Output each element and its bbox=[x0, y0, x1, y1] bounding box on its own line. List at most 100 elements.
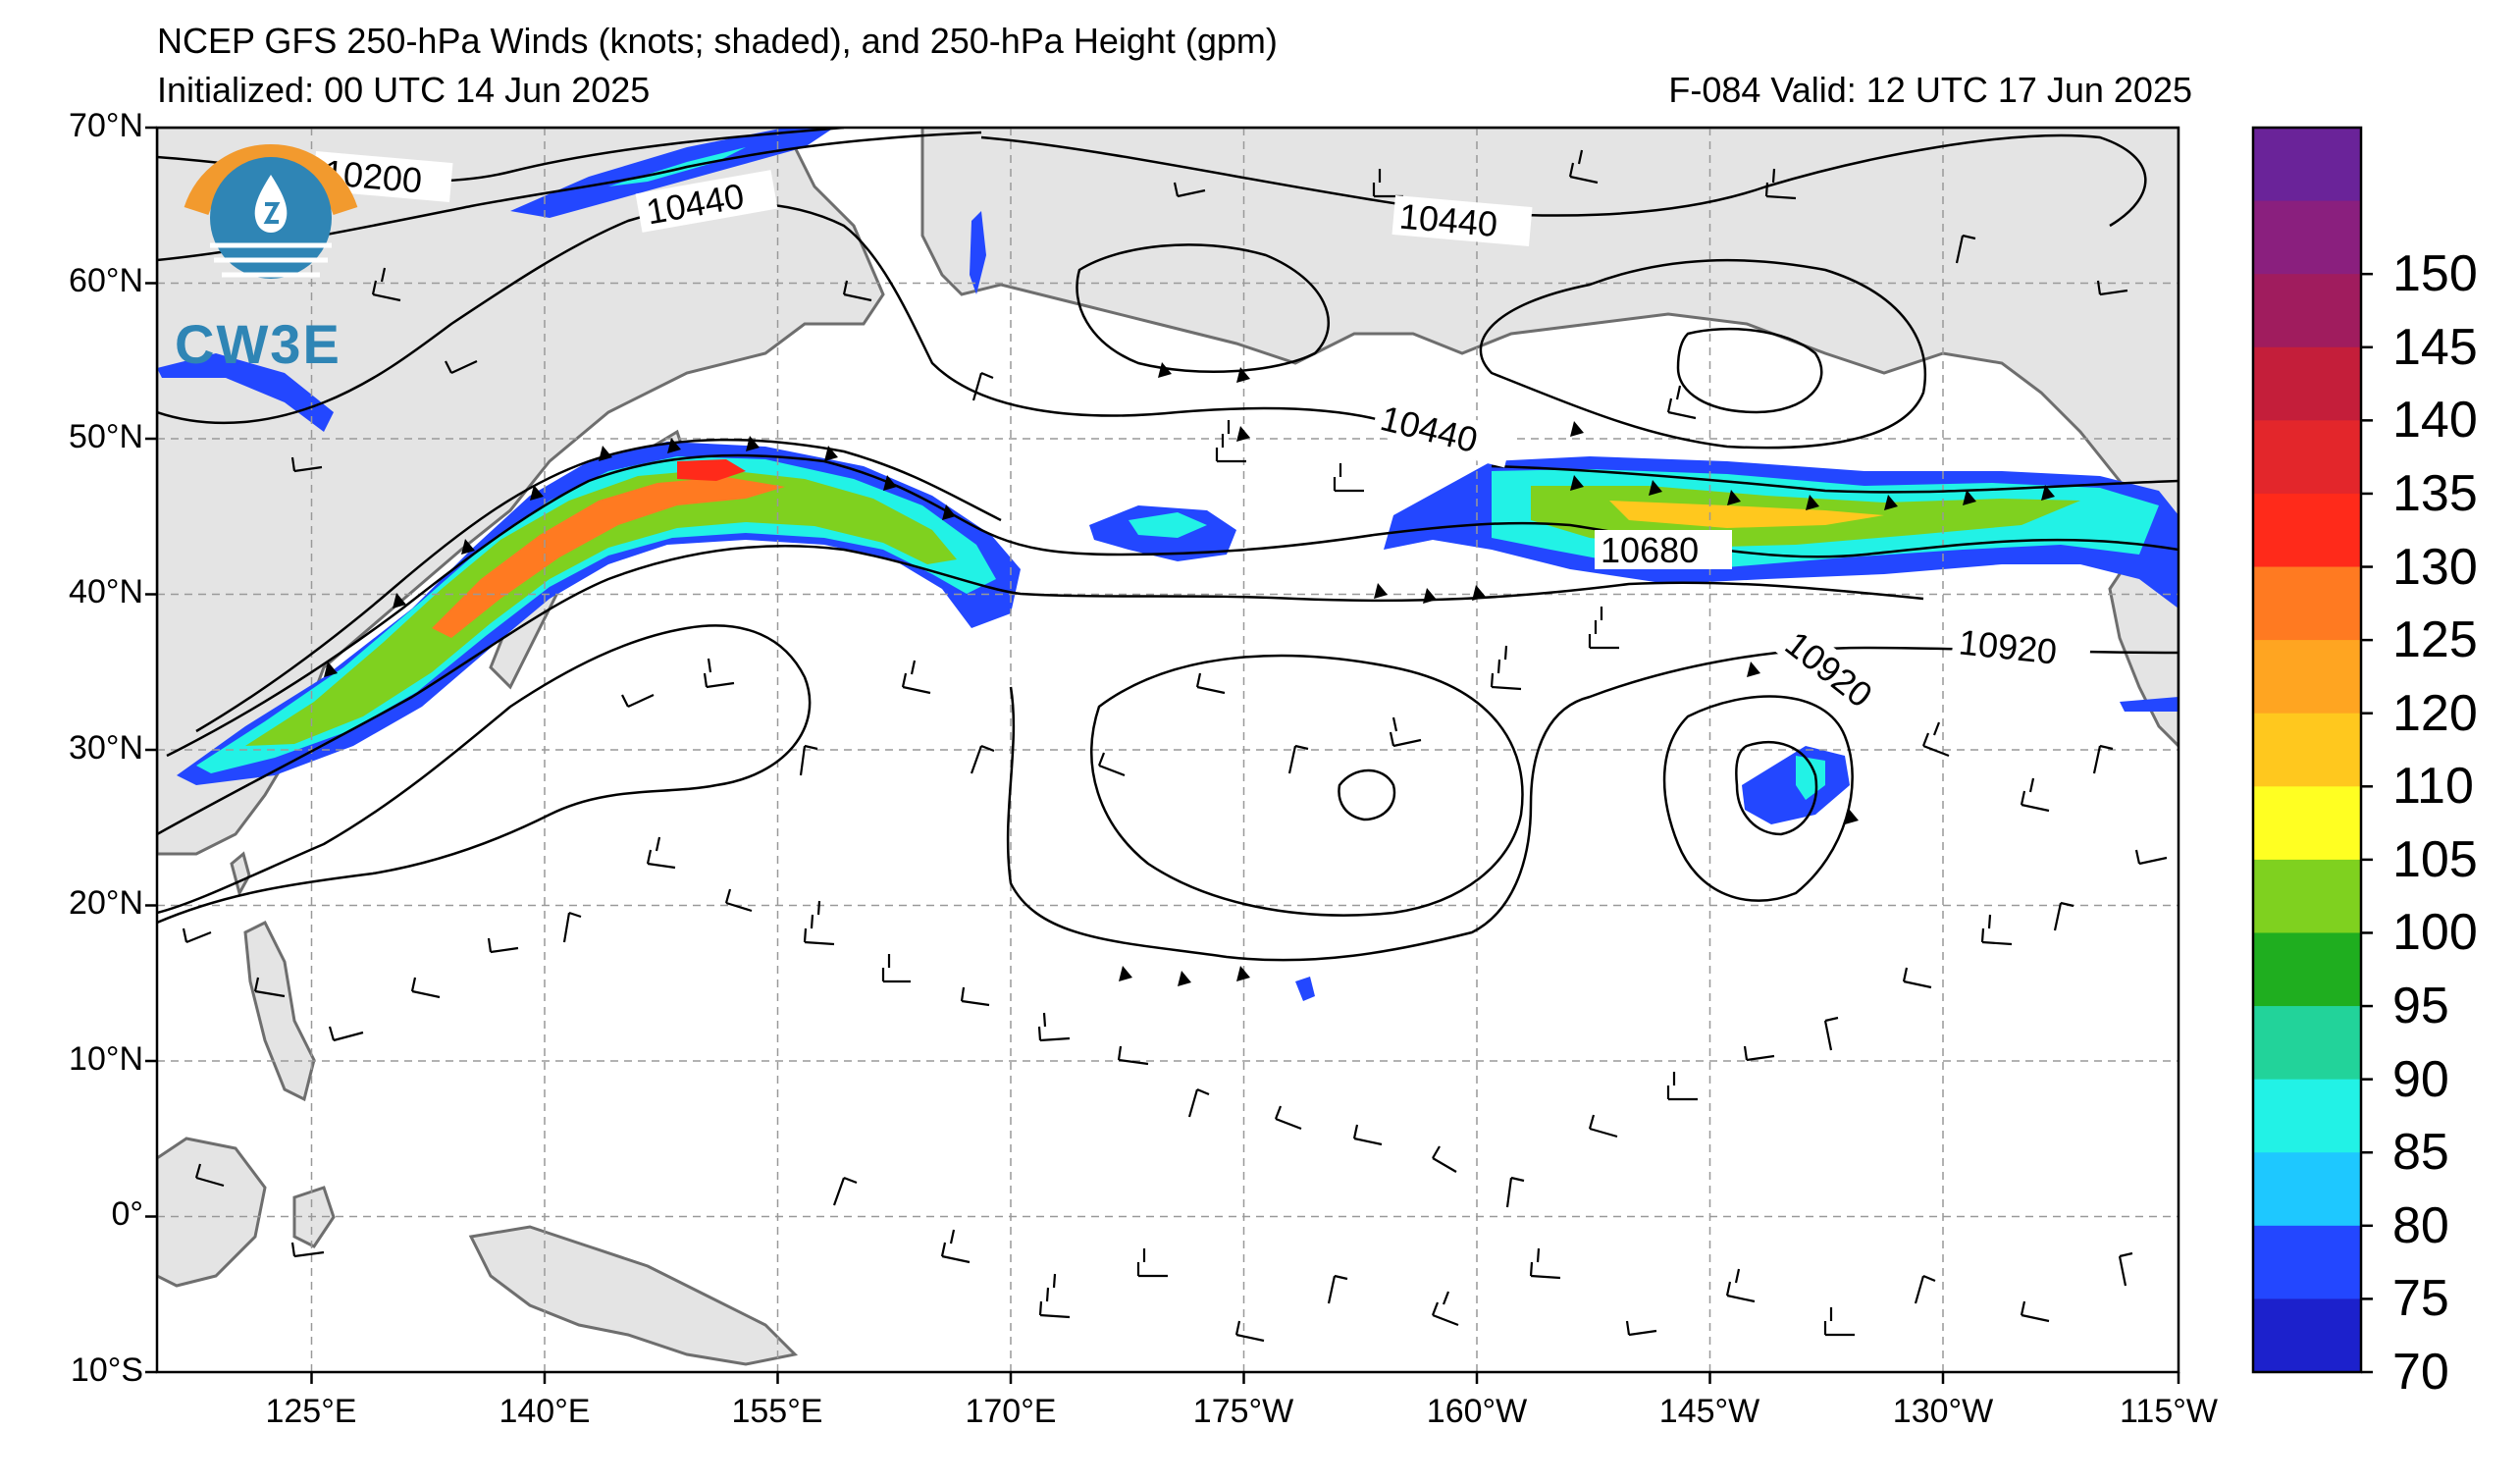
wind-barb bbox=[1432, 1145, 1457, 1173]
wind-pennant bbox=[1236, 367, 1250, 383]
wind-barb bbox=[1764, 168, 1797, 200]
wind-barb bbox=[1666, 385, 1697, 420]
wind-barb bbox=[724, 888, 753, 913]
lat-label: 70°N bbox=[69, 107, 143, 144]
lat-label: 40°N bbox=[69, 573, 143, 610]
jet-core-west-inner bbox=[245, 469, 957, 746]
wind-pennant bbox=[1119, 966, 1132, 981]
wind-barb bbox=[328, 1026, 364, 1042]
colorbar-label: 110 bbox=[2392, 758, 2474, 816]
wind-pennant bbox=[667, 438, 681, 453]
wind-barb bbox=[1588, 607, 1619, 650]
wind-pennant bbox=[1472, 585, 1486, 601]
wind-barb bbox=[2096, 280, 2128, 296]
wind-barb bbox=[1568, 149, 1599, 185]
cw3e-logo-icon bbox=[184, 144, 358, 279]
jet-mid-pacific-blob-inner bbox=[1129, 512, 1207, 538]
wind-barb bbox=[1505, 1176, 1525, 1208]
wind-barb bbox=[2118, 1251, 2133, 1287]
wind-barb bbox=[971, 371, 994, 401]
wind-pennant bbox=[1845, 809, 1859, 824]
colorbar-segment bbox=[2253, 566, 2361, 641]
wind-barb bbox=[1173, 182, 1206, 198]
wind-barb bbox=[646, 836, 676, 870]
contour-small-high bbox=[1338, 768, 1396, 821]
colorbar-label: 90 bbox=[2392, 1050, 2449, 1108]
wind-barb bbox=[2020, 777, 2050, 813]
wind-barb bbox=[1955, 234, 1976, 264]
wind-barb bbox=[1490, 645, 1522, 691]
wind-pennants bbox=[324, 362, 2055, 986]
colorbar-segment bbox=[2253, 1298, 2361, 1373]
wind-barb bbox=[1588, 1114, 1618, 1139]
lon-label: 145°W bbox=[1658, 1393, 1760, 1430]
lon-label: 160°W bbox=[1426, 1393, 1528, 1430]
wind-barb bbox=[960, 986, 990, 1007]
contour-label: 10680 bbox=[1601, 530, 1699, 570]
jet-west-edge-streak bbox=[157, 353, 334, 432]
init-time: Initialized: 00 UTC 14 Jun 2025 bbox=[157, 70, 651, 110]
colorbar-segment bbox=[2253, 274, 2361, 348]
contour-10440-arc bbox=[980, 133, 2147, 228]
wind-barb bbox=[1625, 1320, 1657, 1337]
contour-10680 bbox=[166, 453, 2179, 758]
colorbar-segment bbox=[2253, 346, 2361, 421]
wind-barb bbox=[410, 977, 441, 999]
wind-barb bbox=[1327, 1274, 1348, 1304]
colorbar-segment bbox=[2253, 713, 2361, 787]
wind-barb bbox=[832, 1176, 858, 1206]
wind-barb bbox=[1725, 1268, 1756, 1303]
lat-label: 20°N bbox=[69, 884, 143, 922]
lat-label: 10°N bbox=[69, 1040, 143, 1078]
colorbar-segment bbox=[2253, 200, 2361, 275]
height-contours bbox=[157, 128, 2179, 962]
colorbar-segment bbox=[2253, 1006, 2361, 1081]
wind-pennant bbox=[1236, 426, 1250, 442]
wind-barb bbox=[803, 900, 835, 946]
lat-label: 50°N bbox=[69, 418, 143, 455]
wind-barb bbox=[1333, 463, 1364, 493]
lat-label: 30°N bbox=[69, 729, 143, 767]
lat-label: 0° bbox=[111, 1195, 143, 1233]
lon-label: 125°E bbox=[265, 1393, 357, 1430]
colorbar-segment bbox=[2253, 1079, 2361, 1153]
wind-barb bbox=[1274, 1105, 1302, 1131]
colorbar-label: 120 bbox=[2392, 684, 2478, 742]
wind-pennant bbox=[1423, 588, 1437, 604]
wind-pennant bbox=[324, 662, 338, 677]
contour-10920 bbox=[157, 624, 812, 925]
wind-barb bbox=[1914, 1274, 1936, 1304]
asia-landmass bbox=[157, 128, 885, 856]
wind-barb bbox=[1287, 744, 1309, 774]
wind-barb bbox=[290, 456, 323, 473]
wind-pennant bbox=[1570, 421, 1584, 437]
jet-coast-streak bbox=[2120, 697, 2179, 712]
wind-barb bbox=[1529, 1247, 1561, 1280]
wind-barb bbox=[970, 744, 995, 774]
wind-pennant bbox=[1649, 480, 1662, 496]
land-areas bbox=[157, 128, 2179, 1366]
wind-barb bbox=[1038, 1273, 1071, 1319]
colorbar-segment bbox=[2253, 640, 2361, 715]
wind-barb bbox=[2053, 901, 2074, 931]
colorbar-label: 150 bbox=[2392, 245, 2478, 303]
wind-pennant bbox=[461, 539, 475, 555]
jet-small-streak bbox=[970, 211, 986, 294]
wind-barb bbox=[1902, 967, 1932, 989]
contour-label: 10440 bbox=[1397, 195, 1498, 244]
jet-small-equatorial bbox=[1295, 977, 1315, 1001]
wind-barb bbox=[1823, 1016, 1839, 1051]
lon-label: 115°W bbox=[2120, 1393, 2218, 1430]
contour-jet-north bbox=[195, 438, 1002, 733]
wind-barb bbox=[2134, 849, 2168, 866]
contour-south-jet bbox=[157, 545, 1924, 836]
lon-label: 140°E bbox=[499, 1393, 591, 1430]
wind-pennant bbox=[1806, 495, 1819, 510]
jet-core-west-peak bbox=[677, 459, 746, 481]
colorbar-label: 140 bbox=[2392, 392, 2478, 450]
colorbar-label: 85 bbox=[2392, 1124, 2449, 1182]
colorbar-label: 145 bbox=[2392, 318, 2478, 376]
wind-barb bbox=[1234, 1320, 1265, 1343]
wind-pennant bbox=[1963, 490, 1976, 505]
wind-pennant bbox=[2041, 485, 2055, 501]
